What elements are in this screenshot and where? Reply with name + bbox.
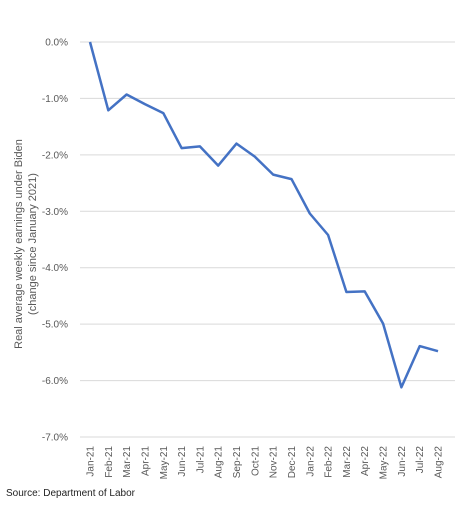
x-tick-label: Jun-22	[397, 446, 408, 477]
x-tick-label: Jul-21	[195, 446, 206, 474]
y-tick-label: -7.0%	[42, 433, 68, 444]
x-tick-label: Feb-22	[324, 446, 335, 478]
y-tick-label: -4.0%	[42, 263, 68, 274]
x-tick-label: Oct-21	[250, 446, 261, 476]
x-tick-label: Feb-21	[104, 446, 115, 478]
x-tick-label: May-22	[379, 446, 390, 480]
x-tick-labels: Jan-21 Feb-21 Mar-21 Apr-21 May-21 Jun-21 Jul-…	[86, 446, 445, 480]
x-tick-label: Aug-22	[434, 446, 445, 479]
x-tick-label: Apr-22	[360, 446, 371, 476]
x-tick-label: Jan-22	[305, 446, 316, 477]
x-tick-label: Mar-22	[342, 446, 353, 478]
y-tick-label: -5.0%	[42, 320, 68, 331]
y-axis-title-line1: Real average weekly earnings under Biden	[13, 139, 25, 349]
x-tick-label: Dec-21	[287, 446, 298, 479]
y-tick-label: 0.0%	[45, 38, 68, 49]
x-tick-label: Jan-21	[86, 446, 97, 477]
x-tick-label: Jul-22	[415, 446, 426, 474]
source-note: Source: Department of Labor	[6, 488, 135, 499]
x-tick-label: Jun-21	[177, 446, 188, 477]
x-tick-label: Nov-21	[269, 446, 280, 479]
x-tick-label: Sep-21	[232, 446, 243, 479]
series-line	[88, 41, 439, 389]
x-tick-label: Mar-21	[122, 446, 133, 478]
y-axis-title-line2: (change since January 2021)	[27, 173, 39, 315]
x-tick-label: Aug-21	[214, 446, 225, 479]
y-tick-label: -2.0%	[42, 150, 68, 161]
y-tick-label: -1.0%	[42, 94, 68, 105]
x-tick-label: Apr-21	[140, 446, 151, 476]
y-tick-label: -6.0%	[42, 376, 68, 387]
gridlines	[80, 41, 455, 438]
series-line-layer	[88, 41, 439, 389]
x-tick-label: May-21	[159, 446, 170, 480]
y-tick-labels: 0.0% -1.0% -2.0% -3.0% -4.0% -5.0% -6.0% -7.0%	[42, 38, 68, 444]
y-tick-label: -3.0%	[42, 207, 68, 218]
